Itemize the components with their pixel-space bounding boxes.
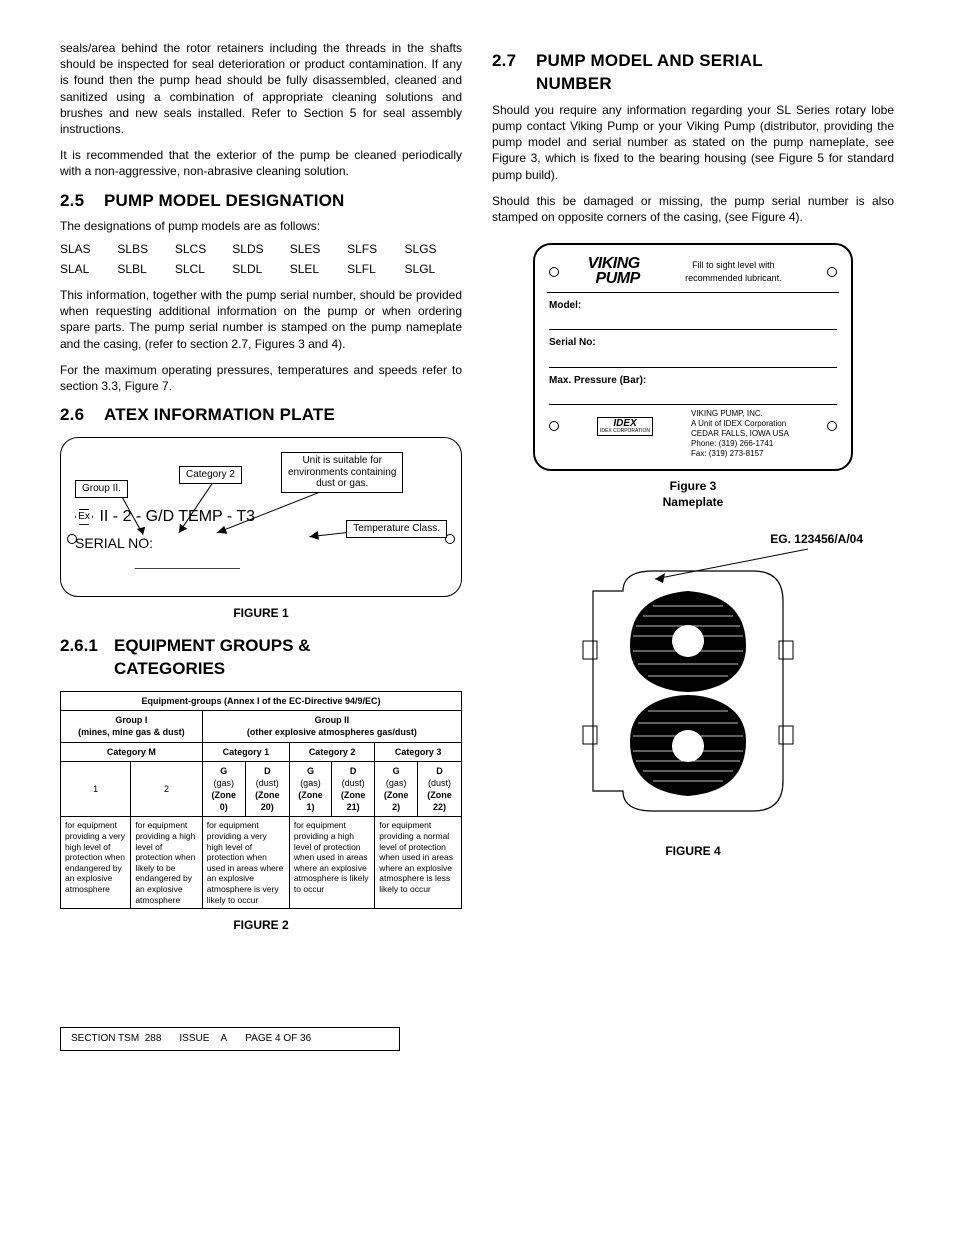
eq-desc-1: for equipment providing a very high leve… [61,817,131,909]
designation-row-2: SLAL SLBL SLCL SLDL SLEL SLFL SLGL [60,261,462,277]
np-maxp-label: Max. Pressure (Bar): [549,375,646,386]
desig-cell: SLFL [347,261,404,277]
section-2-7-num: 2.7 [492,50,536,73]
nameplate-figure: VIKING PUMP Fill to sight level with rec… [533,243,853,471]
section-2-6-1-heading: 2.6.1EQUIPMENT GROUPS & CATEGORIES [60,635,462,681]
idex-logo: IDEXIDEX CORPORATION [597,417,653,436]
desig-cell: SLCL [175,261,232,277]
designation-row-1: SLAS SLBS SLCS SLDS SLES SLFS SLGS [60,241,462,257]
desig-cell: SLAL [60,261,117,277]
footer-section-label: SECTION TSM [71,1033,139,1044]
eq-cat1: Category 1 [202,742,289,761]
desig-cell: SLDS [232,241,289,257]
desig-cell: SLCS [175,241,232,257]
eq-cat3: Category 3 [375,742,462,761]
footer-section-val: 288 [145,1033,162,1044]
sec25-para-1: This information, together with the pump… [60,287,462,352]
figure-4-caption: FIGURE 4 [523,843,863,859]
section-2-6-num: 2.6 [60,404,104,427]
eq-D: D(dust)(Zone 21) [332,761,375,817]
np-model-field [549,314,837,330]
section-2-5-heading: 2.5PUMP MODEL DESIGNATION [60,190,462,213]
sec261-title-l1: EQUIPMENT GROUPS & [114,636,310,655]
sec27-title-l1: PUMP MODEL AND SERIAL [536,51,763,70]
atex-callout-tempclass: Temperature Class. [346,520,447,538]
eq-1: 1 [61,761,131,817]
bolt-icon [827,421,837,431]
eq-2: 2 [131,761,202,817]
eq-desc-3: for equipment providing a very high leve… [202,817,289,909]
section-2-6-heading: 2.6ATEX INFORMATION PLATE [60,404,462,427]
np-model-label: Model: [549,300,581,311]
lobe-pump-icon [523,531,863,831]
eq-desc-4: for equipment providing a high level of … [289,817,374,909]
sec27-para-1: Should you require any information regar… [492,102,894,183]
desig-cell: SLAS [60,241,117,257]
desig-cell: SLEL [290,261,347,277]
equipment-groups-table: Equipment-groups (Annex I of the EC-Dire… [60,691,462,909]
fill-instruction: Fill to sight level with recommended lub… [668,259,798,283]
eq-g2-head: Group II(other explosive atmospheres gas… [202,711,461,742]
sec25-para-2: For the maximum operating pressures, tem… [60,362,462,394]
desig-cell: SLDL [232,261,289,277]
np-maxp-field [549,389,837,405]
atex-code-text: II - 2 - G/D TEMP - T3 [99,508,255,525]
bolt-icon [67,534,77,544]
desig-cell: SLGL [405,261,462,277]
desig-cell: SLBL [117,261,174,277]
eq-G: G(gas)(Zone 0) [202,761,245,817]
sec27-title-l2: NUMBER [536,74,612,93]
section-2-7-heading: 2.7PUMP MODEL AND SERIAL NUMBER [492,50,894,96]
eq-D: D(dust)(Zone 20) [245,761,289,817]
sec261-title-l2: CATEGORIES [114,659,225,678]
footer-page: PAGE 4 OF 36 [245,1032,311,1046]
atex-callout-suitable: Unit is suitable forenvironments contain… [281,452,403,493]
section-2-6-1-num: 2.6.1 [60,635,114,658]
desig-cell: SLES [290,241,347,257]
page-footer: SECTION TSM 288 ISSUE A PAGE 4 OF 36 [60,1027,400,1051]
section-2-5-title: PUMP MODEL DESIGNATION [104,191,345,210]
section-2-5-num: 2.5 [60,190,104,213]
bolt-icon [827,267,837,277]
eq-desc-5: for equipment providing a normal level o… [375,817,462,909]
intro-para-1: seals/area behind the rotor retainers in… [60,40,462,137]
atex-callout-group: Group II. [75,480,128,498]
atex-callout-category: Category 2 [179,466,242,484]
figure-1-caption: FIGURE 1 [60,605,462,621]
figure-4-wrap: EG. 123456/A/04 [523,531,863,859]
footer-issue-val: A [221,1033,228,1044]
eq-cat2: Category 2 [289,742,374,761]
fig4-eg-label: EG. 123456/A/04 [770,531,863,547]
sec27-para-2: Should this be damaged or missing, the p… [492,193,894,225]
desig-cell: SLBS [117,241,174,257]
eq-desc-2: for equipment providing a high level of … [131,817,202,909]
eq-catM: Category M [61,742,203,761]
figure-2-caption: FIGURE 2 [60,917,462,933]
viking-pump-logo: VIKING PUMP [588,257,640,286]
eq-G: G(gas)(Zone 1) [289,761,331,817]
figure-3-caption: Figure 3Nameplate [492,479,894,510]
desig-cell: SLGS [405,241,462,257]
np-address: VIKING PUMP, INC. A Unit of IDEX Corpora… [691,409,789,459]
bolt-icon [549,421,559,431]
np-serial-label: Serial No: [549,337,596,348]
ex-hexagon-icon: Ex [75,509,93,525]
eq-G: G(gas)(Zone 2) [375,761,418,817]
atex-plate-figure: Unit is suitable forenvironments contain… [60,437,462,597]
sec25-intro: The designations of pump models are as f… [60,218,462,234]
section-2-6-title: ATEX INFORMATION PLATE [104,405,335,424]
footer-issue-label: ISSUE [179,1033,209,1044]
desig-cell: SLFS [347,241,404,257]
eq-g1-head: Group I(mines, mine gas & dust) [61,711,203,742]
np-serial-field [549,352,837,368]
intro-para-2: It is recommended that the exterior of t… [60,147,462,179]
eq-D: D(dust)(Zone 22) [417,761,461,817]
bolt-icon [549,267,559,277]
eq-title: Equipment-groups (Annex I of the EC-Dire… [61,692,462,711]
